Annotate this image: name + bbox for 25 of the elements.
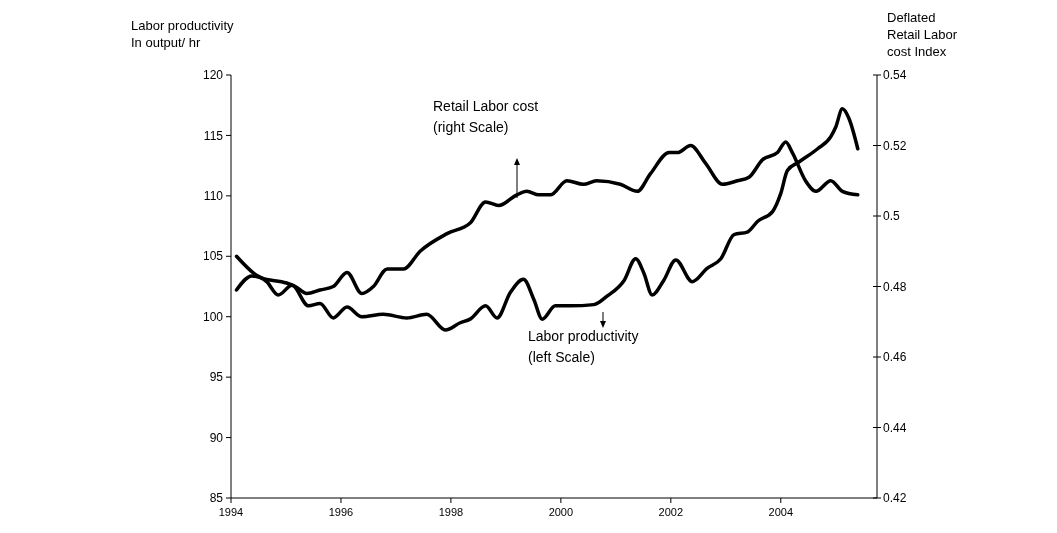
y-tick-label: 90 [209, 430, 224, 445]
y-tick-label: 105 [202, 249, 224, 264]
y2-tick-label: 0.48 [883, 279, 907, 294]
x-tick-label: 2000 [548, 506, 574, 518]
annotation: Retail Labor cost (right Scale) [433, 98, 539, 135]
y-tick-label: 115 [203, 128, 224, 143]
y2-tick-label: 0.54 [883, 68, 907, 83]
y-tick-label: 85 [209, 491, 224, 506]
x-tick-label: 2004 [768, 506, 794, 518]
y2-tick-label: 0.52 [883, 138, 907, 153]
y-tick-label: 95 [209, 370, 224, 385]
x-tick-label: 1996 [328, 506, 354, 518]
x-tick-label: 1994 [218, 506, 244, 518]
y-tick-label: 120 [202, 68, 224, 83]
y-tick-label: 110 [203, 189, 224, 204]
y-tick-label: 100 [202, 309, 224, 324]
annotation: Labor productivity (left Scale) [528, 328, 639, 365]
x-tick-label: 2002 [658, 506, 684, 518]
y2-tick-label: 0.46 [883, 350, 907, 365]
y2-tick-label: 0.44 [883, 420, 907, 435]
y2-axis-title: Deflated Retail Labor cost Index [887, 10, 958, 59]
y2-tick-label: 0.5 [883, 209, 901, 224]
y2-tick-label: 0.42 [883, 491, 907, 506]
y-axis-title: Labor productivity In output/ hr [131, 18, 235, 50]
x-tick-label: 1998 [438, 506, 464, 518]
